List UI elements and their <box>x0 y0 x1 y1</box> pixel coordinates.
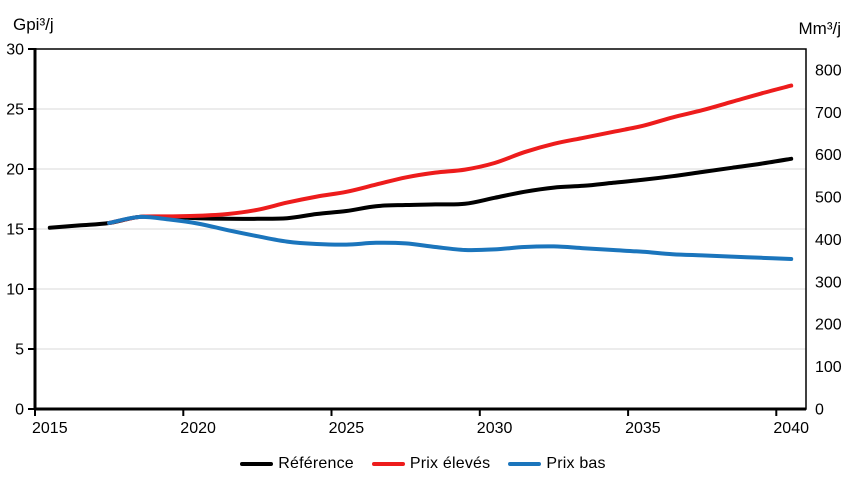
y2-axis-tick-label: 800 <box>815 63 842 80</box>
legend-label-prix-eleves: Prix élevés <box>409 455 491 472</box>
legend-swatch-prix-bas <box>508 462 542 466</box>
x-axis-tick-label: 2040 <box>773 420 809 437</box>
chart-legend: Référence Prix élevés Prix bas <box>0 449 846 479</box>
line-chart: 0510152025300100200300400500600700800201… <box>6 15 842 437</box>
y2-axis-tick-label: 300 <box>815 274 842 291</box>
y2-axis-tick-label: 100 <box>815 359 842 376</box>
y-axis-tick-label: 30 <box>6 42 24 59</box>
legend-swatch-prix-eleves <box>371 462 405 466</box>
y-axis-tick-label: 0 <box>15 402 24 419</box>
x-axis-tick-label: 2030 <box>477 420 513 437</box>
series-line-prix-bas <box>107 214 794 261</box>
legend-label-reference: Référence <box>278 455 354 472</box>
y2-axis-tick-label: 200 <box>815 317 842 334</box>
y-axis-tick-label: 25 <box>6 102 24 119</box>
y2-axis-tick-label: 700 <box>815 105 842 122</box>
x-axis-tick-label: 2035 <box>625 420 661 437</box>
legend-label-prix-bas: Prix bas <box>546 455 606 472</box>
legend-item-prix-bas: Prix bas <box>508 455 606 473</box>
y-axis-tick-label: 5 <box>15 342 24 359</box>
left-axis-title: Gpi³/j <box>13 15 54 34</box>
x-axis-tick-label: 2015 <box>32 420 68 437</box>
x-axis-tick-label: 2025 <box>329 420 365 437</box>
legend-item-reference: Référence <box>240 455 354 473</box>
y-axis-tick-label: 10 <box>6 282 24 299</box>
y-axis-tick-label: 15 <box>6 222 24 239</box>
y2-axis-tick-label: 500 <box>815 190 842 207</box>
legend-item-prix-eleves: Prix élevés <box>371 455 491 473</box>
y2-axis-tick-label: 600 <box>815 147 842 164</box>
series-line-prix-eleves <box>107 83 794 225</box>
legend-swatch-reference <box>240 462 274 466</box>
y-axis-tick-label: 20 <box>6 162 24 179</box>
x-axis-tick-label: 2020 <box>180 420 216 437</box>
y2-axis-tick-label: 400 <box>815 232 842 249</box>
y2-axis-tick-label: 0 <box>815 402 824 419</box>
right-axis-title: Mm³/j <box>799 19 841 38</box>
